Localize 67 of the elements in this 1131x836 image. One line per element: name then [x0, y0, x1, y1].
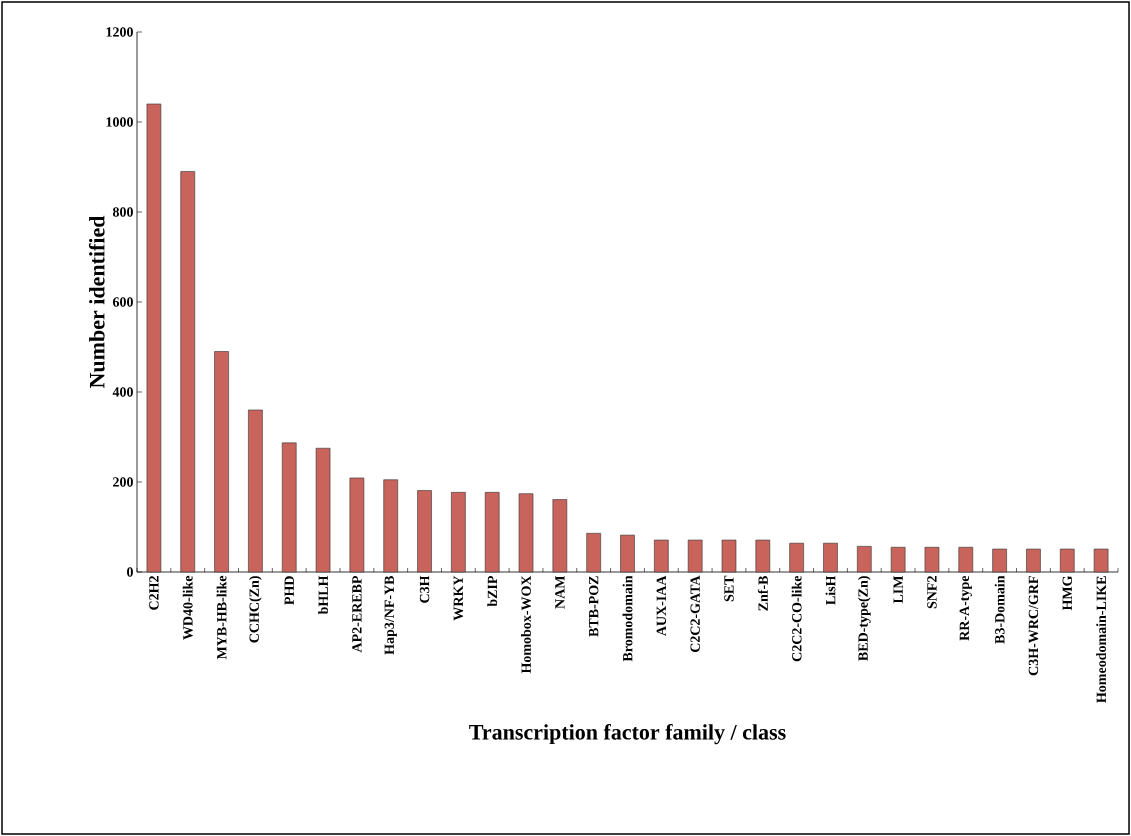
bar — [417, 490, 432, 573]
x-tick-label: B3-Domain — [994, 575, 1005, 644]
bar — [214, 351, 229, 573]
y-tick-label: 600 — [112, 297, 133, 307]
bar — [857, 546, 872, 573]
x-tick-label: NAM — [555, 575, 565, 609]
bar — [620, 534, 635, 573]
bar — [146, 103, 162, 573]
bar — [451, 492, 466, 573]
x-tick-label: C3H — [419, 575, 430, 603]
bar — [992, 548, 1007, 573]
x-tick-label: WRKY — [453, 575, 464, 621]
x-tick-label: C2C2-GATA — [690, 575, 700, 653]
bar — [383, 479, 399, 573]
x-tick-label: PHD — [284, 576, 294, 605]
x-tick-label: HMG — [1062, 575, 1072, 611]
x-tick-label: BTB-POZ — [588, 576, 599, 637]
bar — [1093, 548, 1109, 573]
bar — [890, 546, 906, 573]
bar — [1059, 548, 1075, 573]
x-tick-label: Bromodomain — [622, 575, 633, 662]
x-tick-label: C2C2-CO-like — [791, 575, 802, 662]
bar — [349, 477, 365, 573]
y-tick-label: 800 — [112, 207, 133, 217]
x-tick-label: MYB-HB-like — [216, 575, 227, 660]
x-tick-label: RR-A-type — [959, 575, 972, 641]
bar — [315, 447, 331, 573]
y-tick-label: 400 — [112, 387, 133, 397]
bar — [1026, 548, 1041, 573]
x-tick-label: bHLH — [318, 575, 328, 615]
x-tick-label: C2H2 — [149, 576, 159, 610]
x-tick-label: BED-type(Zn) — [857, 576, 871, 661]
y-tick-label: 0 — [127, 567, 133, 577]
bar — [281, 442, 297, 573]
x-tick-label: CCHC(Zn) — [249, 576, 262, 643]
x-tick-label: SNF2 — [927, 576, 937, 609]
x-tick-label: C3H-WRC/GRF — [1028, 576, 1039, 676]
x-tick-label: Znf-B — [757, 575, 768, 611]
x-tick-label: AUX-IAA — [656, 575, 667, 637]
bar — [924, 546, 940, 573]
bar — [484, 492, 500, 573]
bar — [789, 542, 804, 573]
x-tick-label: LisH — [825, 575, 836, 605]
x-tick-label: WD40-like — [182, 575, 193, 640]
bar — [823, 542, 838, 573]
x-tick-label: Homeodomain-LIKE — [1096, 576, 1107, 703]
x-tick-label: Homobox-WOX — [521, 575, 531, 674]
y-tick-label: 200 — [113, 477, 133, 487]
bar — [248, 409, 263, 573]
x-tick-label: bZIP — [487, 575, 498, 607]
bar — [552, 499, 568, 573]
bar — [755, 539, 771, 573]
bar — [518, 493, 534, 573]
bar — [180, 171, 196, 573]
y-axis-title: Number identified — [88, 215, 105, 389]
bar — [721, 539, 737, 573]
bar — [586, 533, 601, 573]
bar — [958, 546, 974, 573]
y-tick-label: 1200 — [106, 27, 133, 37]
x-axis-title: Transcription factor family / class — [469, 723, 786, 745]
x-tick-label: LIM — [893, 575, 903, 604]
x-tick-label: SET — [724, 575, 734, 602]
bar — [654, 539, 669, 573]
y-tick-label: 1000 — [106, 117, 133, 127]
bar — [687, 539, 703, 573]
x-tick-label: AP2-EREBP — [352, 575, 362, 653]
x-tick-label: Hap3/NF-YB — [384, 575, 397, 655]
